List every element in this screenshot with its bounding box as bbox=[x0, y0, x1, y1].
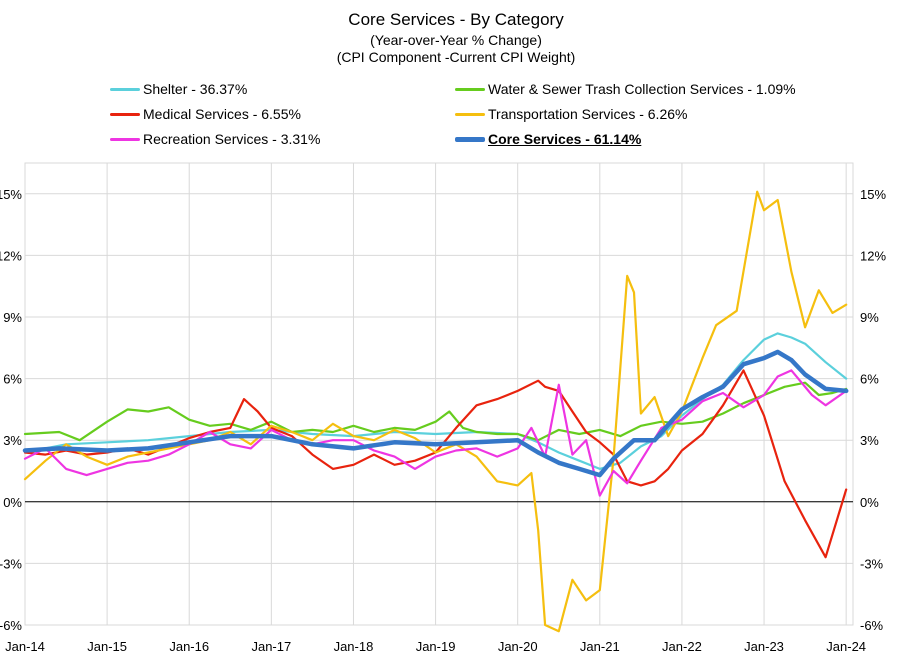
legend-item-core-services: Core Services - 61.14% bbox=[455, 130, 641, 148]
legend-swatch-core-services bbox=[455, 136, 485, 142]
legend-swatch-transportation bbox=[455, 112, 485, 116]
legend-label-shelter: Shelter - 36.37% bbox=[143, 81, 248, 97]
legend-item-water-sewer: Water & Sewer Trash Collection Services … bbox=[455, 80, 796, 98]
series-line-1 bbox=[23, 381, 848, 442]
y-tick-label-right: 12% bbox=[860, 248, 886, 263]
y-tick-label-left: 3% bbox=[3, 433, 22, 448]
x-tick-label: Jan-16 bbox=[169, 639, 209, 654]
y-tick-label-right: 6% bbox=[860, 372, 879, 387]
y-axis-right: 15% 12% 9% 6% 3% 0% -3% -6% bbox=[860, 187, 886, 633]
x-tick-label: Jan-19 bbox=[416, 639, 456, 654]
x-tick-label: Jan-17 bbox=[251, 639, 291, 654]
legend-label-transportation: Transportation Services - 6.26% bbox=[488, 106, 688, 122]
x-tick-label: Jan-21 bbox=[580, 639, 620, 654]
y-tick-label-right: 0% bbox=[860, 495, 879, 510]
y-tick-label-left: 9% bbox=[3, 310, 22, 325]
chart-title: Core Services - By Category bbox=[348, 10, 564, 29]
y-tick-label-left: 0% bbox=[3, 495, 22, 510]
legend-swatch-recreation bbox=[110, 137, 140, 141]
x-tick-label: Jan-15 bbox=[87, 639, 127, 654]
y-tick-label-right: 3% bbox=[860, 433, 879, 448]
x-tick-label: Jan-23 bbox=[744, 639, 784, 654]
legend-item-recreation: Recreation Services - 3.31% bbox=[110, 130, 320, 148]
series-line-4 bbox=[23, 369, 848, 497]
series-line-5 bbox=[22, 349, 849, 478]
x-tick-label: Jan-18 bbox=[334, 639, 374, 654]
y-tick-label-left: -6% bbox=[0, 618, 22, 633]
y-tick-label-right: 15% bbox=[860, 187, 886, 202]
legend-swatch-water-sewer bbox=[455, 87, 485, 91]
y-tick-label-right: 9% bbox=[860, 310, 879, 325]
series-line-0 bbox=[23, 332, 848, 470]
legend-label-recreation: Recreation Services - 3.31% bbox=[143, 131, 321, 147]
x-tick-label: Jan-20 bbox=[498, 639, 538, 654]
x-axis: Jan-14 Jan-15 Jan-16 Jan-17 Jan-18 Jan-19 Jan-… bbox=[5, 639, 866, 654]
y-tick-label-left: 6% bbox=[3, 372, 22, 387]
legend-label-medical: Medical Services - 6.55% bbox=[143, 106, 301, 122]
x-tick-label: Jan-14 bbox=[5, 639, 45, 654]
y-tick-label-right: -3% bbox=[860, 556, 884, 571]
chart-subtitle-weight: (CPI Component -Current CPI Weight) bbox=[336, 49, 576, 65]
legend-label-core-services: Core Services - 61.14% bbox=[488, 131, 642, 147]
legend-swatch-shelter bbox=[110, 87, 140, 91]
y-axis-left: 15% 12% 9% 6% 3% 0% -3% -6% bbox=[0, 187, 22, 633]
x-tick-label: Jan-24 bbox=[826, 639, 866, 654]
legend-item-shelter: Shelter - 36.37% bbox=[110, 80, 247, 98]
x-tick-label: Jan-22 bbox=[662, 639, 702, 654]
legend-item-medical: Medical Services - 6.55% bbox=[110, 105, 301, 123]
legend-item-transportation: Transportation Services - 6.26% bbox=[455, 105, 687, 123]
gridlines bbox=[24, 163, 853, 626]
series-lines bbox=[22, 190, 849, 633]
y-tick-label-left: 12% bbox=[0, 248, 22, 263]
y-tick-label-right: -6% bbox=[860, 618, 884, 633]
legend-label-water-sewer: Water & Sewer Trash Collection Services … bbox=[488, 81, 796, 97]
chart-subtitle: (Year-over-Year % Change) bbox=[370, 32, 542, 48]
legend-swatch-medical bbox=[110, 112, 140, 116]
y-tick-label-left: 15% bbox=[0, 187, 22, 202]
y-tick-label-left: -3% bbox=[0, 556, 22, 571]
